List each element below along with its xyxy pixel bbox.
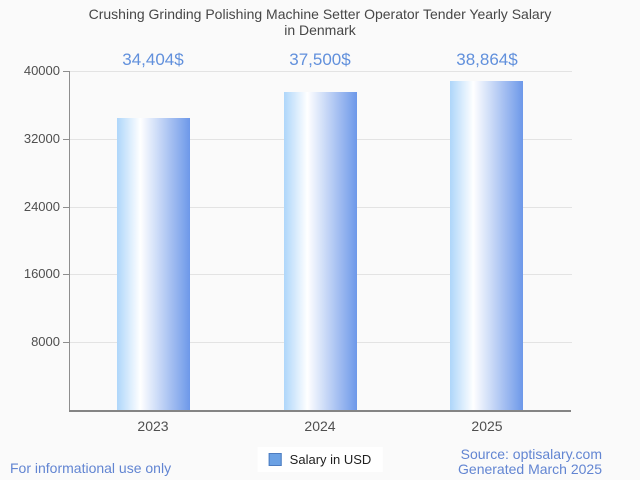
value-label-2023: 34,404$	[122, 50, 184, 69]
y-axis-label-8000: 8000	[31, 334, 60, 349]
legend-swatch-icon	[268, 453, 282, 466]
y-axis-tick-8000	[63, 342, 69, 343]
legend-label: Salary in USD	[289, 452, 372, 467]
y-axis-tick-40000	[63, 71, 69, 72]
bar-2023	[117, 118, 190, 410]
y-axis-label-40000: 40000	[23, 63, 60, 78]
y-axis-tick-16000	[63, 274, 69, 275]
chart-title: Crushing Grinding Polishing Machine Sett…	[0, 6, 640, 38]
source-info: Source: optisalary.com Generated March 2…	[458, 447, 602, 477]
chart-title-line2: in Denmark	[284, 22, 356, 38]
value-label-2024: 37,500$	[289, 50, 351, 69]
bar-2025	[450, 81, 523, 410]
value-label-2025: 38,864$	[456, 50, 518, 69]
chart-legend: Salary in USD	[257, 447, 383, 472]
disclaimer-text: For informational use only	[10, 460, 172, 476]
generated-text: Generated March 2025	[458, 461, 602, 477]
x-axis-label-2025: 2025	[471, 418, 503, 434]
bar-2024	[284, 92, 357, 410]
gridline-40000	[70, 71, 572, 72]
y-axis-line	[69, 71, 70, 410]
x-axis-label-2024: 2024	[304, 418, 336, 434]
source-text: Source: optisalary.com	[460, 446, 602, 462]
chart-title-line1: Crushing Grinding Polishing Machine Sett…	[88, 6, 552, 22]
y-axis-label-32000: 32000	[23, 131, 60, 146]
x-axis-line	[69, 410, 571, 412]
y-axis-label-16000: 16000	[23, 266, 60, 281]
y-axis-tick-24000	[63, 207, 69, 208]
x-axis-label-2023: 2023	[137, 418, 169, 434]
y-axis-label-24000: 24000	[23, 199, 60, 214]
y-axis-tick-32000	[63, 139, 69, 140]
